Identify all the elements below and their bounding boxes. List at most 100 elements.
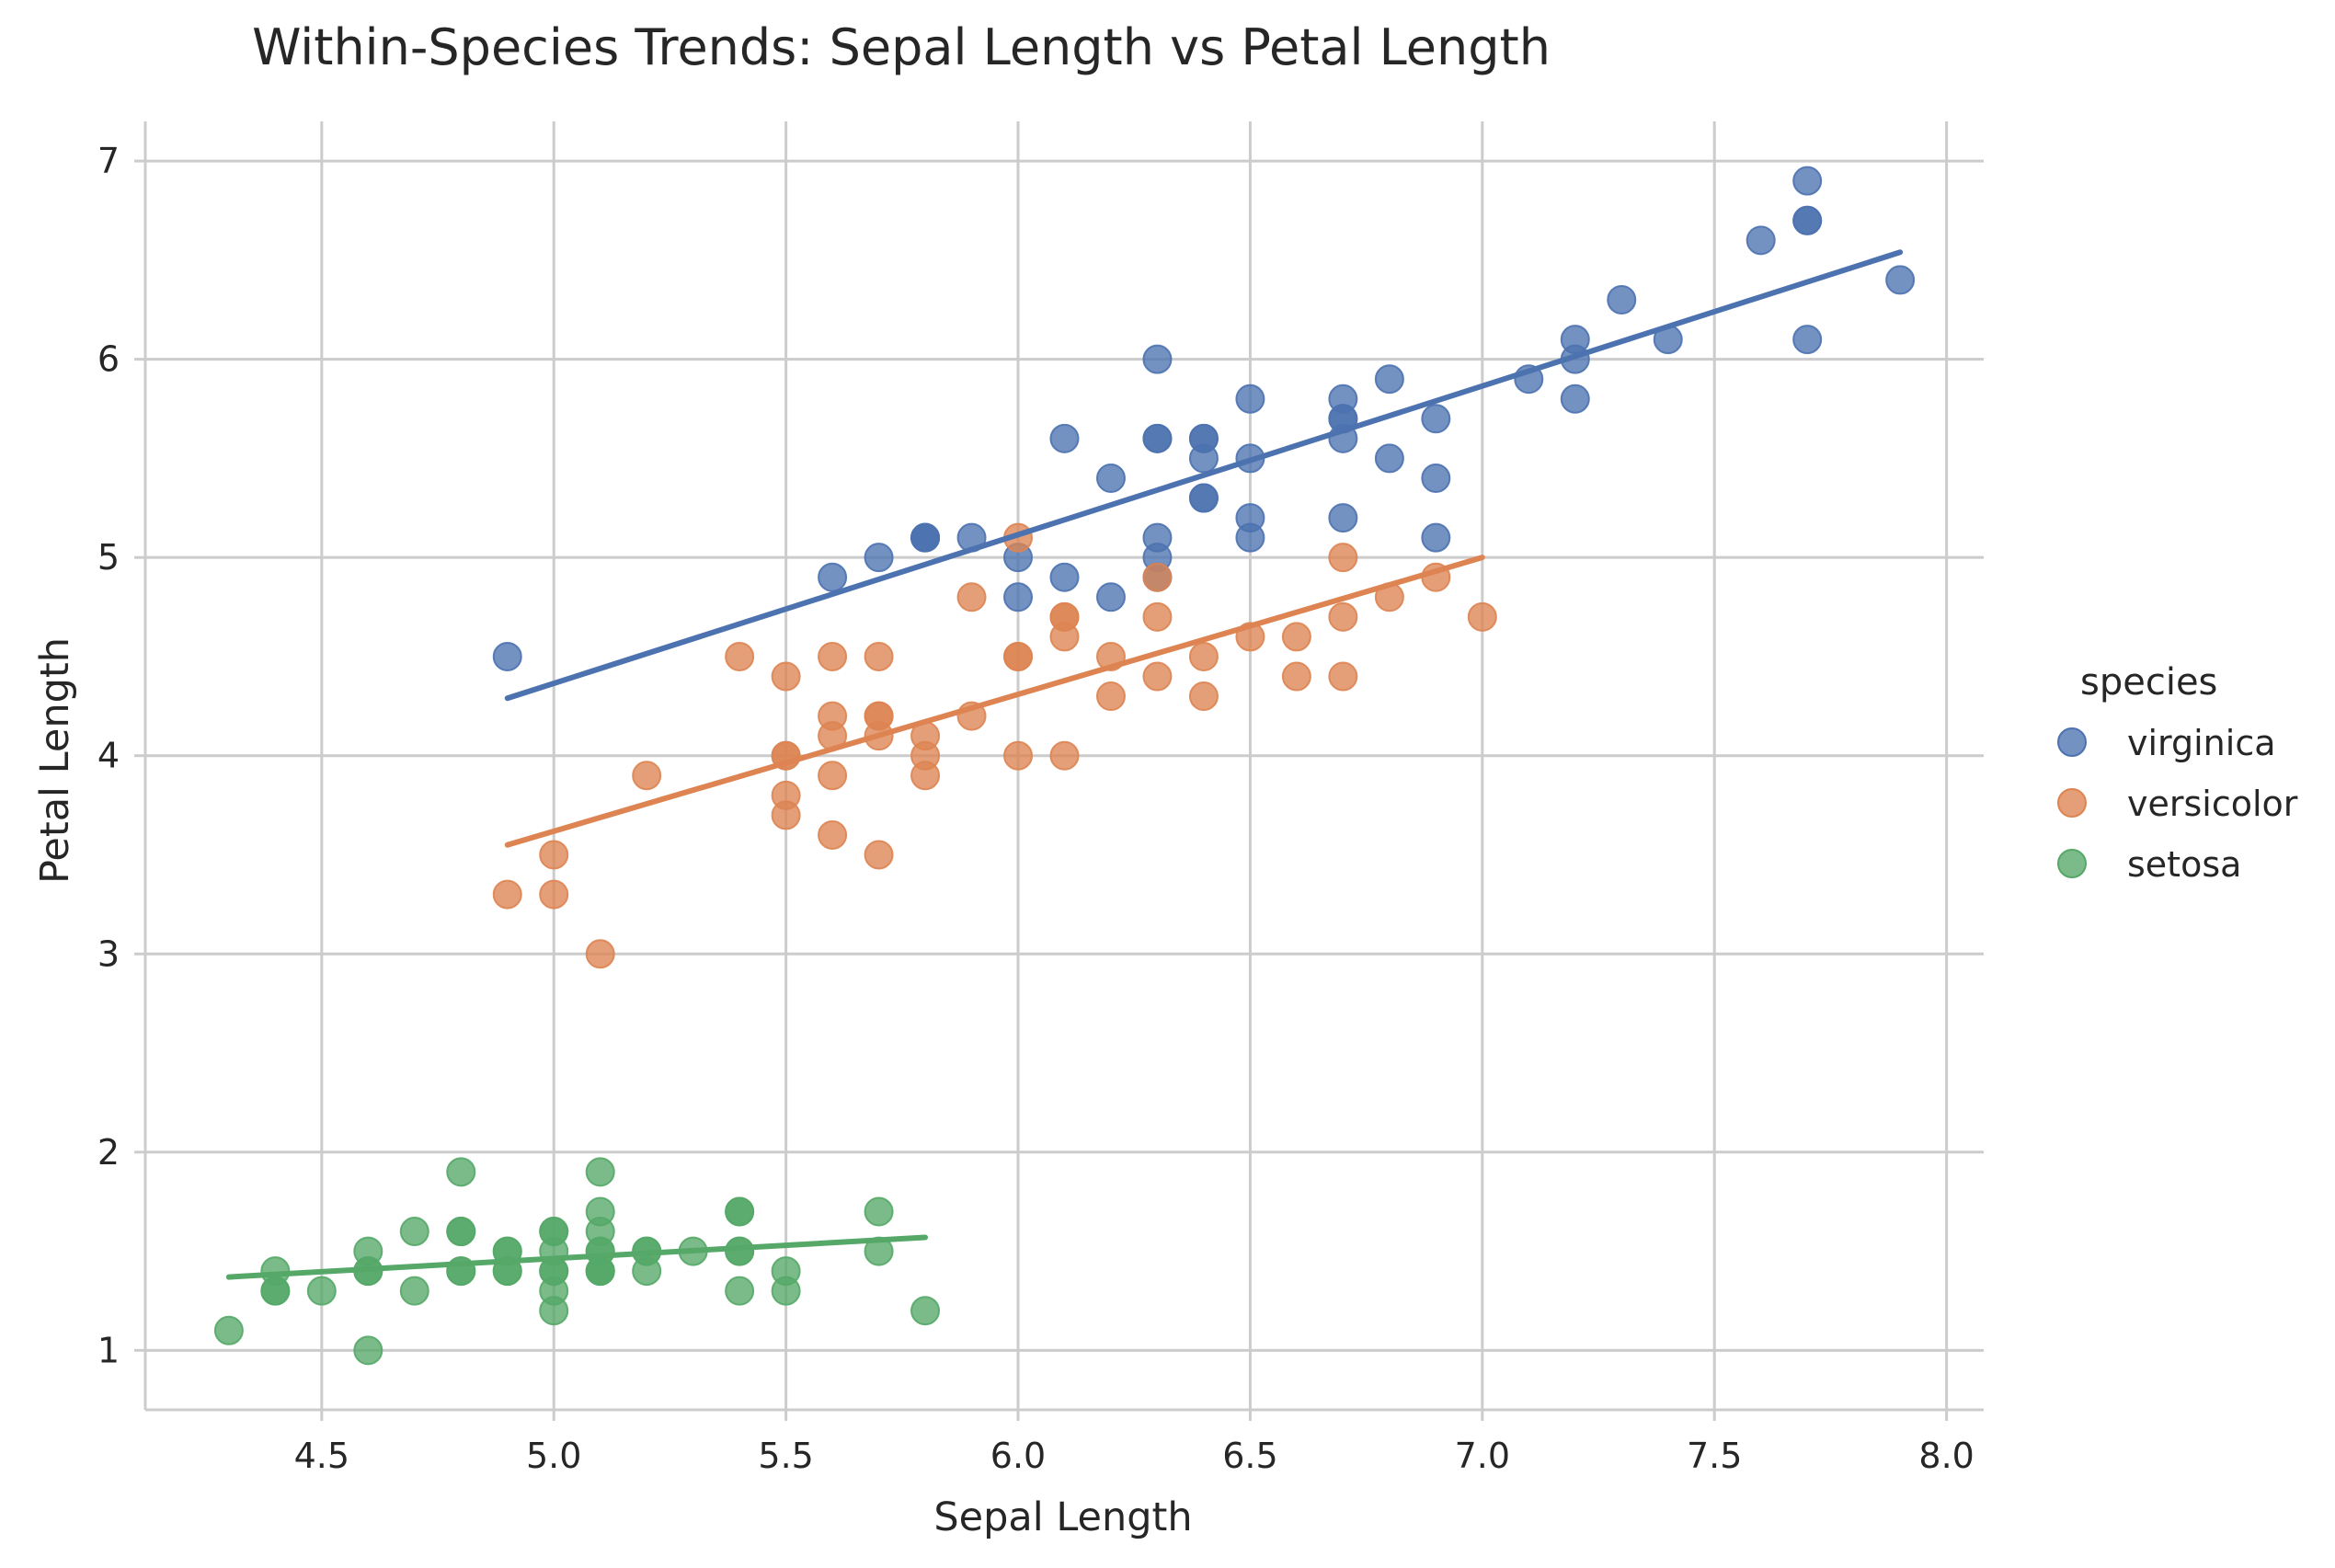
data-point-versicolor (910, 761, 941, 791)
data-point-setosa (725, 1196, 755, 1227)
y-tick-label: 7 (97, 141, 120, 181)
data-point-versicolor (956, 582, 987, 612)
y-tick-label: 3 (97, 933, 120, 974)
trend-line-virginica (504, 249, 1904, 702)
data-point-virginica (864, 543, 894, 573)
legend-marker-versicolor (2057, 788, 2087, 818)
data-point-virginica (1374, 443, 1404, 474)
data-point-virginica (1607, 284, 1637, 315)
data-point-virginica (1421, 522, 1451, 553)
y-axis-label: Petal Length (32, 637, 78, 884)
data-point-versicolor (1328, 661, 1358, 692)
data-point-versicolor (864, 840, 894, 870)
legend-label-versicolor: versicolor (2127, 784, 2298, 824)
data-point-virginica (1421, 463, 1451, 493)
data-point-versicolor (1281, 622, 1311, 652)
data-point-virginica (1049, 562, 1080, 592)
data-point-versicolor (632, 761, 662, 791)
x-tick-label: 4.5 (294, 1436, 349, 1476)
data-point-setosa (399, 1217, 429, 1247)
data-point-versicolor (539, 879, 569, 910)
data-point-versicolor (771, 800, 801, 830)
y-tick-label: 2 (97, 1132, 120, 1173)
data-point-setosa (585, 1157, 615, 1187)
data-point-virginica (1792, 205, 1823, 235)
x-axis-label: Sepal Length (933, 1494, 1193, 1540)
x-tick-label: 7.0 (1455, 1436, 1510, 1476)
data-point-versicolor (492, 879, 522, 910)
data-point-virginica (1142, 423, 1173, 453)
data-point-setosa (864, 1196, 894, 1227)
data-point-versicolor (864, 641, 894, 671)
data-point-virginica (1328, 503, 1358, 533)
data-point-virginica (492, 641, 522, 671)
data-point-versicolor (1142, 562, 1173, 592)
data-point-versicolor (539, 840, 569, 870)
data-point-virginica (1374, 364, 1404, 395)
data-point-virginica (1188, 483, 1219, 513)
data-point-virginica (1792, 325, 1823, 355)
data-point-versicolor (818, 761, 848, 791)
x-tick-label: 6.5 (1222, 1436, 1277, 1476)
legend-label-setosa: setosa (2127, 844, 2241, 885)
trend-line-versicolor (504, 555, 1485, 848)
data-point-versicolor (1188, 641, 1219, 671)
data-point-virginica (1421, 404, 1451, 434)
y-tick-label: 5 (97, 537, 120, 578)
x-tick-label: 8.0 (1918, 1436, 1974, 1476)
data-point-virginica (1188, 443, 1219, 474)
data-point-setosa (306, 1276, 337, 1306)
data-point-setosa (446, 1157, 476, 1187)
data-point-versicolor (1003, 740, 1034, 771)
data-point-virginica (1049, 423, 1080, 453)
data-point-setosa (446, 1217, 476, 1247)
data-point-setosa (585, 1256, 615, 1287)
data-point-virginica (1003, 582, 1034, 612)
data-point-versicolor (1281, 661, 1311, 692)
data-point-virginica (1235, 522, 1265, 553)
legend-label-virginica: virginica (2127, 723, 2276, 763)
legend-marker-virginica (2057, 727, 2087, 757)
legend-title: species (2080, 661, 2217, 704)
data-point-setosa (771, 1276, 801, 1306)
data-point-setosa (213, 1315, 244, 1345)
data-point-virginica (1142, 344, 1173, 374)
legend-marker-setosa (2057, 849, 2087, 878)
data-point-setosa (260, 1276, 291, 1306)
data-point-virginica (1095, 463, 1126, 493)
x-tick-label: 7.5 (1687, 1436, 1742, 1476)
data-point-virginica (1746, 225, 1776, 256)
x-tick-label: 5.5 (758, 1436, 813, 1476)
trend-line-setosa (225, 1234, 929, 1280)
data-point-versicolor (1142, 661, 1173, 692)
data-point-setosa (910, 1296, 941, 1326)
data-point-versicolor (1003, 641, 1034, 671)
data-point-virginica (1095, 582, 1126, 612)
x-tick-label: 6.0 (990, 1436, 1046, 1476)
data-point-versicolor (1467, 601, 1497, 632)
data-point-versicolor (1328, 601, 1358, 632)
data-point-versicolor (818, 819, 848, 850)
data-point-setosa (399, 1276, 429, 1306)
data-point-setosa (632, 1256, 662, 1287)
data-point-versicolor (1188, 681, 1219, 712)
chart-title: Within-Species Trends: Sepal Length vs P… (252, 18, 1551, 76)
data-point-versicolor (1328, 543, 1358, 573)
data-point-setosa (353, 1335, 383, 1366)
data-point-setosa (725, 1276, 755, 1306)
data-point-versicolor (1049, 622, 1080, 652)
data-point-versicolor (585, 939, 615, 969)
y-tick-label: 6 (97, 339, 120, 380)
data-point-versicolor (771, 661, 801, 692)
y-tick-label: 1 (97, 1330, 120, 1370)
data-point-versicolor (725, 641, 755, 671)
data-point-virginica (1885, 265, 1916, 295)
data-point-virginica (1560, 383, 1590, 414)
y-tick-label: 4 (97, 736, 120, 776)
data-point-virginica (818, 562, 848, 592)
data-point-versicolor (818, 641, 848, 671)
data-point-virginica (1235, 383, 1265, 414)
data-point-virginica (910, 522, 941, 553)
